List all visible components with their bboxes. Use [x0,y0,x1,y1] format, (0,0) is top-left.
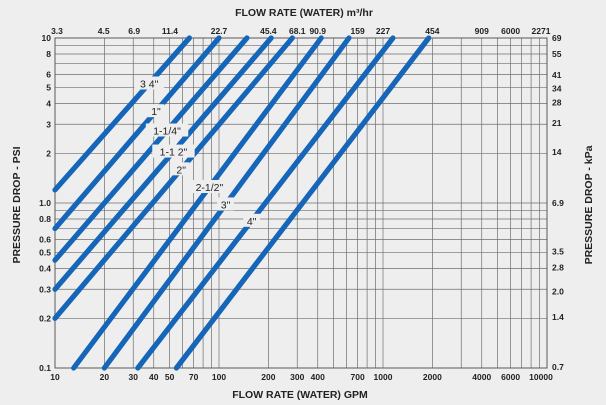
y-axis-title: PRESSURE DROP - PSI [11,146,23,263]
series-line [52,35,295,321]
y-tick-label: 0.2 [39,313,51,323]
series-lines [52,35,432,371]
y-tick-label: 0.8 [39,214,51,224]
series-label: 3 4" [140,78,159,90]
y2-tick-label: 21 [552,118,562,128]
top-x-tick-label: 11.4 [162,26,178,36]
y-tick-label: 8 [46,49,51,59]
x-tick-label: 10000 [529,372,553,382]
top-x-tick-label: 6000 [501,26,520,36]
series-line [52,35,193,193]
x-tick-label: 10 [50,372,60,382]
top-x-tick-label: 90.9 [309,26,326,36]
series-line [135,35,396,371]
x-tick-label: 2000 [423,372,442,382]
y2-tick-label: 2.8 [552,263,564,273]
series-label: 2-1/2" [196,182,224,194]
y-tick-label: 0.5 [39,248,51,258]
series-label-background [152,144,195,158]
x-tick-label: 4000 [472,372,491,382]
series-line [71,35,324,371]
y2-tick-label: 3.5 [552,247,564,257]
x-tick-label: 400 [311,372,325,382]
x-tick-label: 1000 [374,372,393,382]
x-tick-label: 200 [261,372,275,382]
y2-tick-label: 0.7 [552,362,564,372]
y2-tick-label: 69 [552,33,562,43]
y2-tick-label: 41 [552,70,562,80]
y2-tick-label: 55 [552,49,562,59]
top-x-tick-label: 227 [376,26,390,36]
x-tick-label: 40 [149,372,159,382]
y-tick-label: 1.0 [39,198,51,208]
series-line [52,35,250,263]
x-tick-label: 70 [189,372,199,382]
series-label-background [172,162,190,176]
series-label: 2" [176,164,186,176]
x-axis-title: FLOW RATE (WATER) GPM [232,389,368,401]
series-label: 1" [151,106,161,118]
y-tick-label: 5 [46,83,51,93]
series-label-background [145,123,189,137]
x-tick-label: 20 [100,372,110,382]
top-x-tick-label: 2271 [532,26,551,36]
top-x-tick-label: 159 [351,26,365,36]
series-line [52,35,222,232]
y-tick-label: 0.4 [39,264,51,274]
x-tick-label: 300 [290,372,304,382]
x-tick-label: 700 [351,372,365,382]
y2-tick-label: 2.0 [552,287,564,297]
series-label-background [243,213,261,227]
series-label: 1-1 2" [160,147,188,159]
y-tick-label: 6 [46,70,51,80]
y-tick-label: 0.3 [39,284,51,294]
y-tick-label: 10 [42,33,52,43]
y2-tick-label: 28 [552,98,562,108]
top-x-tick-label: 909 [475,26,489,36]
y-tick-label: 0.6 [39,235,51,245]
top-x-tick-label: 22.7 [211,26,228,36]
y2-tick-label: 14 [552,147,562,157]
y-tick-label: 2 [46,148,51,158]
top-x-tick-label: 454 [425,26,439,36]
y2-tick-label: 34 [552,84,562,94]
x-tick-label: 100 [212,372,226,382]
plot-frame [54,37,548,369]
grid [55,38,547,368]
series-label: 1-1/4" [153,126,181,138]
series-label-background [134,76,164,90]
top-x-tick-label: 68.1 [289,26,306,36]
y2-tick-label: 1.4 [552,312,564,322]
top-axis-title: FLOW RATE (WATER) m³/hr [235,7,373,19]
series-label-background [217,197,234,211]
series-label-background [147,104,165,118]
series-labels: 3 4" 1" 1-1/4" 1-1 2" 2" 2-1/2" 3" 4" [134,76,261,228]
series-line [52,35,274,292]
y2-axis-title: PRESSURE DROP - kPa [583,145,595,264]
top-x-tick-label: 3.3 [51,26,63,36]
top-x-tick-label: 45.4 [260,26,277,36]
series-label-background [188,180,231,194]
top-x-tick-label: 4.5 [98,26,110,36]
top-x-tick-label: 6.9 [128,26,140,36]
y-tick-label: 3 [46,119,51,129]
series-line [173,35,432,371]
y2-tick-label: 6.9 [552,198,564,208]
y-tick-label: 4 [46,99,51,109]
x-tick-label: 6000 [501,372,520,382]
tick-labels: 10 20 30 40 50 70 100 200 300 400 700 1000 2000 4000 6… [39,26,564,382]
series-label: 3" [221,199,231,211]
x-tick-label: 50 [165,372,175,382]
x-tick-label: 30 [129,372,139,382]
y-tick-label: 0.1 [39,363,51,373]
series-label: 4" [247,216,257,228]
